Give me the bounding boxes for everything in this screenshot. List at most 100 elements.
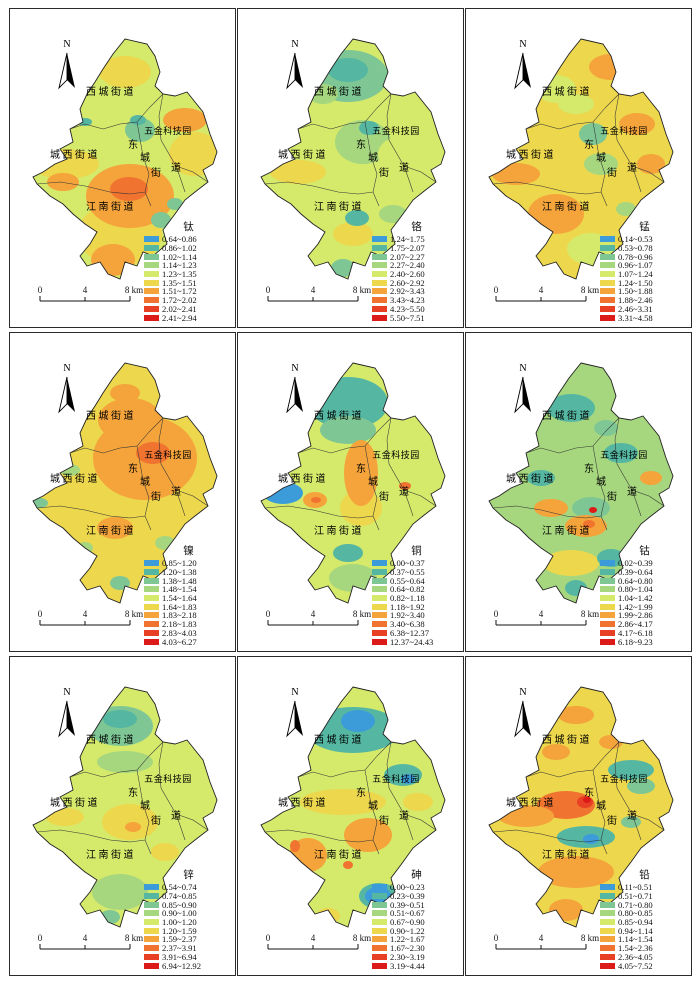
legend-range-label: 3.19~4.44 (390, 960, 425, 971)
legend-row: 1.67~2.30 (372, 943, 462, 953)
legend-swatch (372, 586, 387, 593)
legend-row: 1.42~1.99 (600, 602, 690, 612)
scale-label-0: 0 (38, 609, 43, 619)
legend-row: 1.07~1.24 (600, 269, 690, 279)
legend-swatch (600, 936, 615, 943)
district-boundaries (36, 93, 209, 207)
concentration-blob (534, 499, 568, 517)
legend-range-label: 6.18~9.23 (618, 636, 653, 647)
legend-row: 3.31~4.58 (600, 312, 690, 323)
scale-label-0: 0 (494, 609, 499, 619)
legend-range-label: 1.20~1.38 (162, 567, 197, 578)
concentration-blob (125, 822, 141, 832)
legend-swatch (144, 945, 159, 952)
legend-range-label: 1.35~1.51 (162, 277, 197, 288)
legend-swatch (144, 279, 159, 286)
scale-bar (267, 620, 359, 626)
legend-swatch (372, 577, 387, 584)
legend-row: 0.85~0.90 (144, 900, 234, 910)
interpolated-surface (33, 56, 217, 276)
scale-bar-labels: 0 4 8 km (494, 933, 599, 943)
legend-range-label: 0.67~0.90 (390, 917, 425, 928)
legend-range-label: 3.31~4.58 (618, 312, 653, 323)
legend-range-label: 0.80~1.04 (618, 584, 653, 595)
legend-swatch (144, 560, 159, 567)
concentration-blob (549, 899, 583, 921)
legend-range-label: 0.85~0.94 (618, 917, 653, 928)
legend-title: 钴 (639, 546, 651, 557)
scale-label-4: 4 (83, 933, 88, 943)
concentration-blob (103, 710, 137, 728)
legend-range-label: 0.85~1.20 (162, 558, 197, 569)
legend-row: 0.51~0.67 (372, 908, 462, 918)
legend-title: 镍 (183, 546, 195, 557)
legend-swatch (144, 569, 159, 576)
district-label-chengxi: 城西街道 (506, 148, 556, 161)
concentration-blob (378, 136, 428, 172)
concentration-blob (542, 744, 570, 760)
concentration-blob (328, 58, 368, 82)
concentration-blob (383, 441, 423, 465)
concentration-blob (47, 173, 79, 191)
legend-row: 2.92~3.43 (372, 286, 462, 296)
legend-row: 3.19~4.44 (372, 960, 462, 971)
concentration-blob (97, 751, 153, 773)
district-label-chengxi: 城西街道 (506, 796, 556, 809)
legend-swatch (144, 305, 159, 312)
legend-swatch (144, 288, 159, 295)
scale-label-0: 0 (494, 933, 499, 943)
legend-swatch (600, 919, 615, 926)
district-label-jie: 街 (379, 814, 389, 827)
concentration-blob (331, 259, 355, 277)
concentration-blob (344, 440, 378, 506)
north-arrow: N (58, 363, 75, 414)
legend-range-label: 1.88~2.46 (618, 295, 653, 306)
concentration-blob (97, 517, 133, 539)
legend-title: 铅 (639, 870, 651, 881)
district-labels: 西城街道 五金科技园 城西街道 江南街道 东 城 街 道 (278, 733, 419, 861)
concentration-blob (558, 706, 594, 724)
scale-label-0: 0 (38, 285, 43, 295)
legend-row: 4.05~7.52 (600, 961, 690, 971)
concentration-blob (169, 132, 217, 176)
concentration-blob (341, 710, 375, 732)
legend-range-label: 2.18~1.83 (162, 619, 197, 630)
map-canvas: N 西城街道 五金科技园 城西街道 江南街道 东 城 街 道 (488, 38, 674, 302)
legend-row: 1.02~1.14 (144, 252, 234, 262)
concentration-blob (589, 507, 597, 513)
legend-range-label: 0.39~0.64 (618, 567, 653, 578)
district-label-jie: 街 (151, 814, 161, 827)
legend-swatch (372, 919, 387, 926)
legend-row: 1.24~1.75 (372, 234, 462, 244)
legend-swatch (372, 901, 387, 908)
legend-row: 0.00~0.23 (372, 882, 462, 892)
legend-row: 0.90~1.22 (372, 926, 462, 936)
legend-row: 1.14~1.54 (600, 934, 690, 944)
concentration-blob (46, 808, 84, 826)
legend-row: 0.55~0.64 (372, 576, 462, 586)
legend-swatch (144, 936, 159, 943)
legend: 锌 0.54~0.74 0.74~0.85 0.85~0.90 0.90~1.00 1.… (144, 867, 234, 971)
legend-range-label: 1.83~2.18 (162, 610, 197, 621)
legend-swatch (144, 893, 159, 900)
legend-swatch (600, 288, 615, 295)
district-label-jie: 街 (151, 166, 161, 179)
legend-range-label: 6.38~12.37 (390, 627, 430, 638)
legend-swatch (144, 953, 159, 960)
legend-range-label: 0.71~0.80 (618, 899, 653, 910)
legend-swatch (600, 595, 615, 602)
legend-swatch (372, 910, 387, 917)
scale-bar-labels: 0 4 8 km (266, 933, 371, 943)
legend-row: 1.72~2.02 (144, 295, 234, 305)
district-label-chengxi: 城西街道 (278, 148, 328, 161)
north-arrow-left (286, 700, 296, 738)
legend-rows: 0.64~0.86 0.86~1.02 1.02~1.14 1.14~1.23 1.23… (144, 234, 234, 323)
legend-row: 5.50~7.51 (372, 313, 462, 323)
legend-swatch (372, 297, 387, 304)
north-label: N (291, 687, 298, 698)
north-arrow-right (295, 53, 303, 88)
legend-row: 1.24~1.50 (600, 278, 690, 288)
legend-swatch (600, 569, 615, 576)
legend-swatch (600, 603, 615, 610)
region-outline (488, 38, 674, 280)
